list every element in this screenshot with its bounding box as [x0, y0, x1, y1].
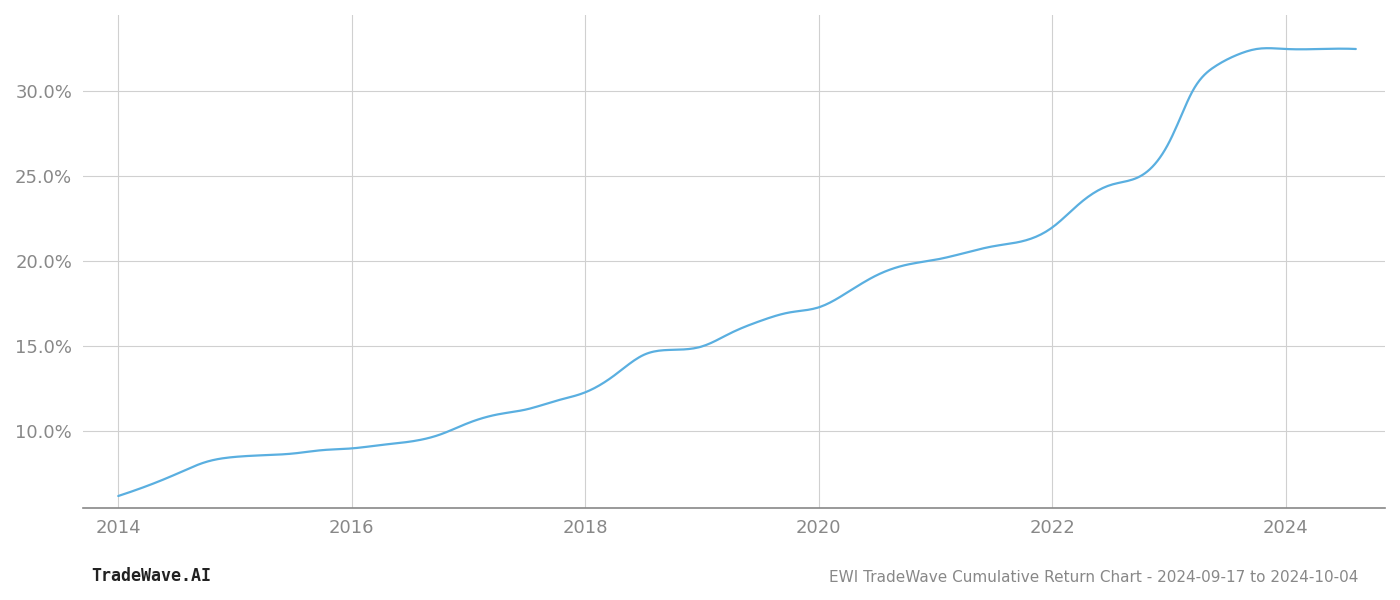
- Text: EWI TradeWave Cumulative Return Chart - 2024-09-17 to 2024-10-04: EWI TradeWave Cumulative Return Chart - …: [829, 570, 1358, 585]
- Text: TradeWave.AI: TradeWave.AI: [91, 567, 211, 585]
